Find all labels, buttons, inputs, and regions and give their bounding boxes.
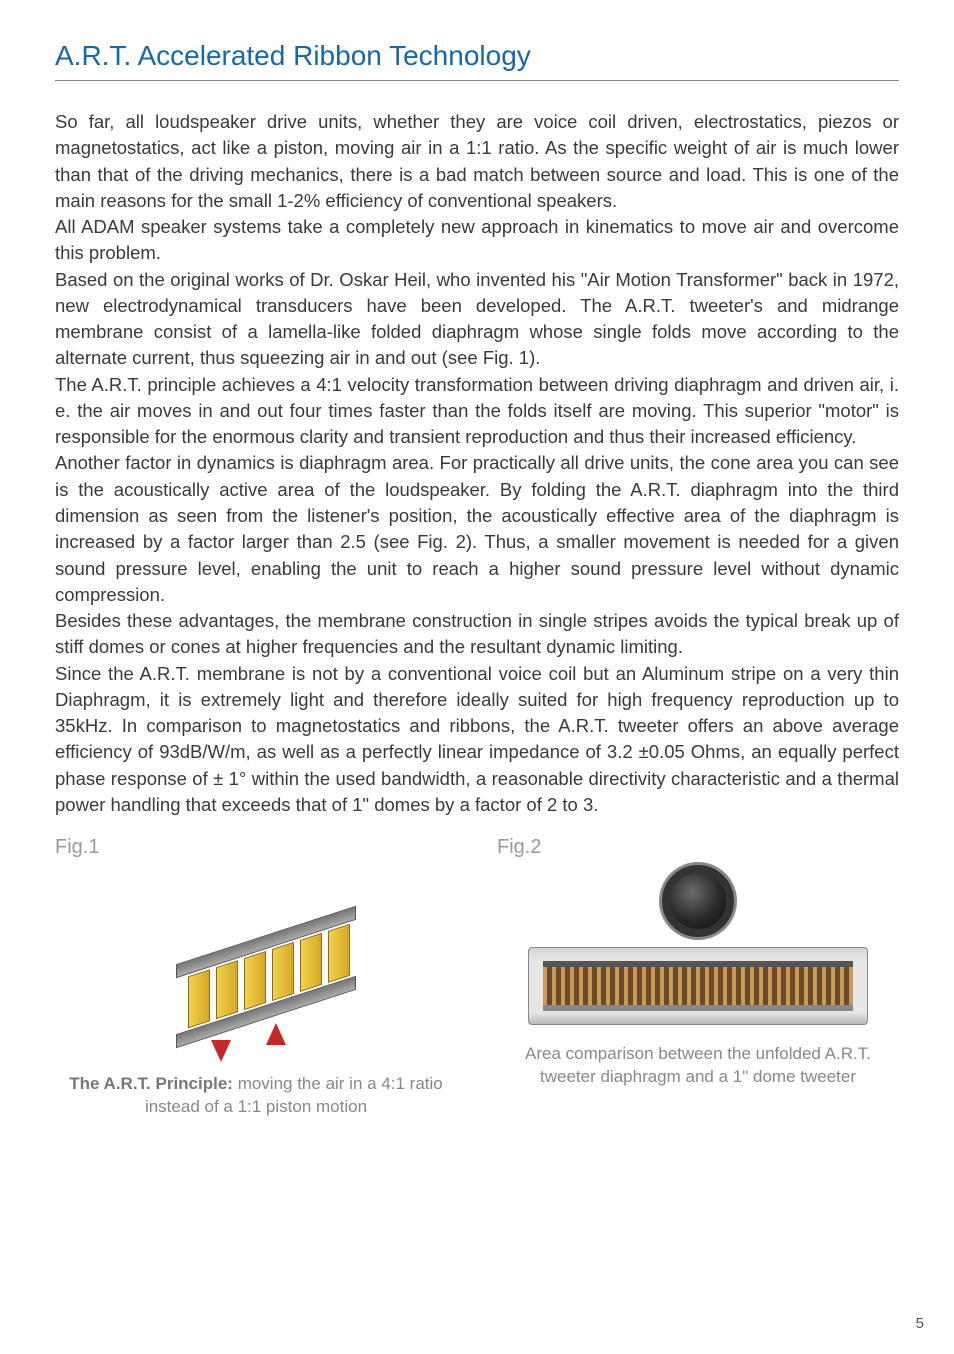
ribbon-diaphragm-icon bbox=[528, 947, 868, 1025]
paragraph-4: The A.R.T. principle achieves a 4:1 velo… bbox=[55, 372, 899, 451]
dome-tweeter-icon bbox=[662, 865, 734, 937]
paragraph-1: So far, all loudspeaker drive units, whe… bbox=[55, 109, 899, 214]
figure-1-column: Fig.1 The A.R.T. Principle: moving the a… bbox=[55, 836, 457, 1119]
figure-2-illustration bbox=[528, 865, 868, 1025]
paragraph-7: Since the A.R.T. membrane is not by a co… bbox=[55, 661, 899, 819]
figure-1-illustration bbox=[146, 865, 366, 1055]
paragraph-3: Based on the original works of Dr. Oskar… bbox=[55, 267, 899, 372]
arrow-down-icon bbox=[211, 1040, 231, 1062]
paragraph-2: All ADAM speaker systems take a complete… bbox=[55, 214, 899, 267]
paragraph-6: Besides these advantages, the membrane c… bbox=[55, 608, 899, 661]
figure-2-label: Fig.2 bbox=[497, 836, 541, 859]
figure-2-caption: Area comparison between the unfolded A.R… bbox=[497, 1043, 899, 1089]
page-title: A.R.T. Accelerated Ribbon Technology bbox=[55, 40, 899, 81]
arrow-up-icon bbox=[266, 1023, 286, 1045]
body-text: So far, all loudspeaker drive units, whe… bbox=[55, 109, 899, 818]
page-number: 5 bbox=[916, 1315, 924, 1332]
paragraph-5: Another factor in dynamics is diaphragm … bbox=[55, 450, 899, 608]
caption-1-lead: The A.R.T. Principle: bbox=[69, 1074, 237, 1093]
figure-1-caption: The A.R.T. Principle: moving the air in … bbox=[55, 1073, 457, 1119]
figure-1-label: Fig.1 bbox=[55, 836, 99, 859]
figure-2-column: Fig.2 Area comparison between the unfold… bbox=[497, 836, 899, 1119]
figures-row: Fig.1 The A.R.T. Principle: moving the a… bbox=[55, 836, 899, 1119]
